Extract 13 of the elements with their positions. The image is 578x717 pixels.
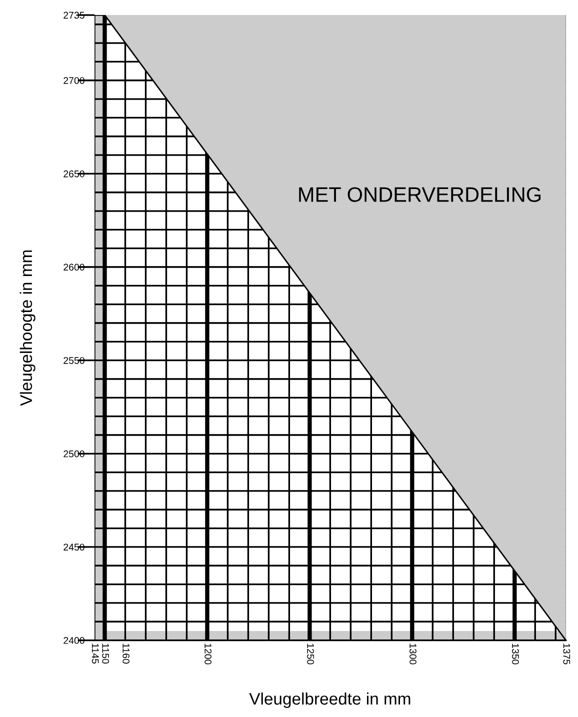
x-tick-label: 1375 [563, 644, 570, 664]
y-tick-label: 2600 [64, 264, 84, 271]
y-axis-title: Vleugelhoogte in mm [20, 250, 36, 406]
x-tick-label: 1200 [204, 644, 212, 664]
y-tick-label: 2450 [64, 544, 84, 551]
x-tick-label: 1350 [512, 644, 519, 664]
x-tick-label: 1250 [307, 644, 314, 664]
x-tick-label: 1145 [92, 644, 99, 664]
x-tick-label: 1150 [102, 644, 110, 664]
x-tick-label: 1160 [122, 644, 130, 664]
annotation: MET ONDERVERDELING [299, 187, 541, 202]
x-axis-title: Vleugelbreedte in mm [249, 692, 410, 708]
x-tick-label: 1300 [410, 644, 416, 664]
